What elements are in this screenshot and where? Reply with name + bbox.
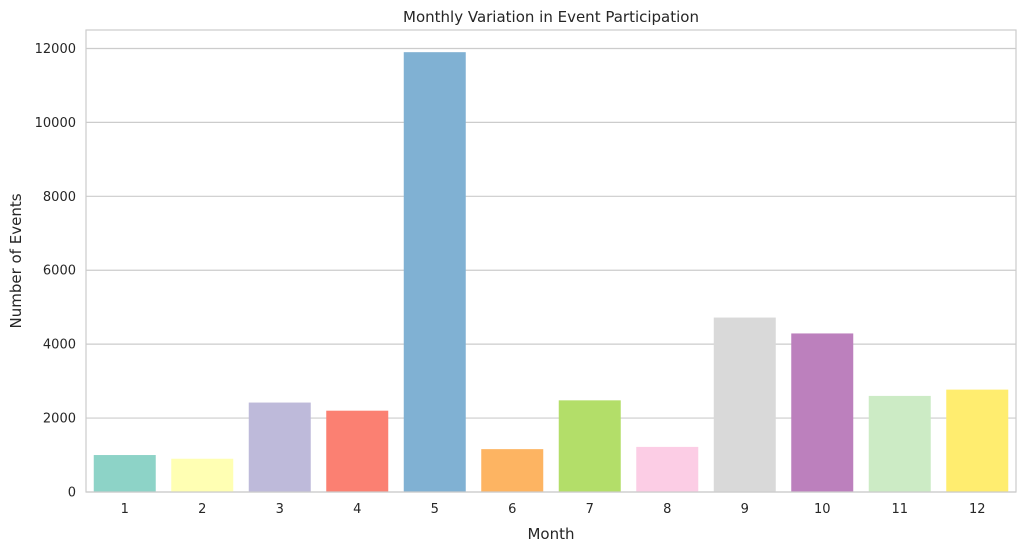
x-tick-label: 8 xyxy=(663,502,671,517)
x-tick-label: 3 xyxy=(276,502,284,517)
y-tick-label: 4000 xyxy=(43,338,76,353)
x-tick-label: 11 xyxy=(891,502,908,517)
x-tick-label: 10 xyxy=(814,502,831,517)
bar-month-3 xyxy=(248,402,311,492)
bar-month-2 xyxy=(171,458,234,492)
y-tick-label: 8000 xyxy=(43,190,76,205)
y-axis-label: Number of Events xyxy=(7,193,25,328)
bar-month-8 xyxy=(636,446,699,492)
y-tick-label: 12000 xyxy=(35,42,76,57)
bar-month-10 xyxy=(791,333,854,492)
y-tick-labels: 0 2000 4000 6000 8000 10000 12000 xyxy=(35,42,76,501)
chart-title: Monthly Variation in Event Participation xyxy=(403,8,699,26)
x-tick-label: 6 xyxy=(508,502,516,517)
y-tick-label: 2000 xyxy=(43,412,76,427)
plot-frame xyxy=(85,29,1017,493)
bar-month-6 xyxy=(481,449,544,492)
y-tick-label: 10000 xyxy=(35,116,76,131)
x-tick-label: 1 xyxy=(121,502,129,517)
x-tick-label: 12 xyxy=(969,502,986,517)
x-axis-label: Month xyxy=(527,525,574,543)
bar-month-11 xyxy=(868,395,931,492)
x-tick-label: 7 xyxy=(586,502,594,517)
bar-month-12 xyxy=(946,389,1009,492)
x-tick-label: 4 xyxy=(353,502,361,517)
x-tick-label: 2 xyxy=(198,502,206,517)
x-tick-label: 9 xyxy=(741,502,749,517)
grid-lines xyxy=(86,47,1016,493)
bar-month-9 xyxy=(713,317,776,492)
y-tick-label: 6000 xyxy=(43,264,76,279)
bar-month-4 xyxy=(326,410,389,492)
bar-month-5 xyxy=(403,52,466,493)
bar-month-1 xyxy=(93,455,156,492)
bars xyxy=(93,52,1009,493)
x-tick-label: 5 xyxy=(431,502,439,517)
bar-month-7 xyxy=(558,400,621,492)
y-tick-label: 0 xyxy=(68,486,76,501)
x-tick-labels: 1 2 3 4 5 6 7 8 9 10 11 12 xyxy=(121,502,986,517)
